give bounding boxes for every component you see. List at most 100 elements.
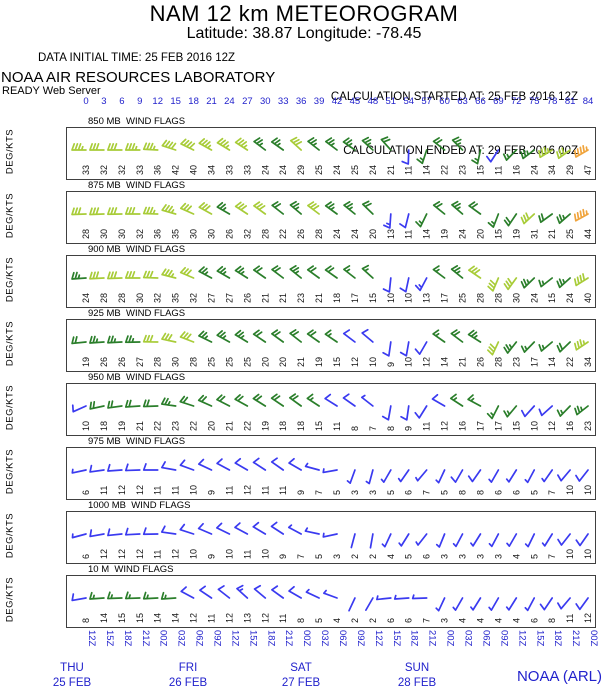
wind-barb <box>431 393 446 407</box>
wind-barb <box>289 136 303 151</box>
wind-barb <box>414 405 428 419</box>
day-name-label: SAT <box>290 662 312 674</box>
day-date-label: 28 FEB <box>398 677 437 689</box>
wind-barb <box>288 457 303 471</box>
panel-box-975mb: 6 11 12 12 11 11 10 9 11 12 11 11 9 7 5 3 3 5 6 7 5 8 8 6 6 5 7 10 1… <box>66 447 596 500</box>
wind-barb <box>450 264 464 279</box>
wind-speed-value: 13 <box>242 613 252 623</box>
wind-speed-value: 12 <box>117 549 127 559</box>
wind-speed-value: 32 <box>117 165 127 175</box>
wind-barb <box>124 271 141 279</box>
wind-barb <box>324 265 338 279</box>
wind-barb <box>234 457 249 471</box>
wind-speed-value: 21 <box>314 293 324 303</box>
wind-barb <box>71 533 87 539</box>
wind-barb <box>236 584 249 599</box>
wind-barb <box>399 213 410 229</box>
wind-barb <box>287 524 303 535</box>
wind-speed-value: 24 <box>529 165 539 175</box>
wind-barb <box>467 394 482 407</box>
wind-speed-value: 10 <box>81 421 91 431</box>
panel-box-925mb: 19 26 26 27 28 30 28 25 25 25 20 20 21 19 15 12 10 9 10 12 1… <box>66 319 596 372</box>
wind-speed-value: 6 <box>493 490 503 495</box>
wind-barb <box>520 149 536 160</box>
wind-speed-value: 28 <box>189 357 199 367</box>
wind-speed-value: 23 <box>296 293 306 303</box>
wind-speed-value: 12 <box>117 485 127 495</box>
wind-barb <box>520 341 536 353</box>
wind-speed-value: 11 <box>565 614 575 623</box>
wind-speed-value: 2 <box>350 554 360 559</box>
wind-speed-value: 10 <box>565 485 575 495</box>
wind-speed-value: 8 <box>458 490 468 495</box>
y-axis-label: DEG/KTS <box>4 384 16 431</box>
y-axis-label: DEG/KTS <box>4 320 16 367</box>
wind-barb <box>252 393 267 407</box>
wind-speed-value: 8 <box>547 618 557 623</box>
wind-speed-value: 32 <box>189 293 199 303</box>
forecast-hour-label: 84 <box>582 96 594 107</box>
wind-barb <box>199 585 213 599</box>
wind-speed-value: 11 <box>422 422 432 431</box>
wind-barb <box>343 200 356 215</box>
wind-barb <box>556 341 571 353</box>
time-tick-label: 12Z <box>516 630 527 647</box>
wind-barb <box>89 591 105 600</box>
day-date-label: 26 FEB <box>169 677 208 689</box>
wind-speed-value: 26 <box>117 357 127 367</box>
forecast-hour-label: 36 <box>295 96 307 107</box>
wind-barb <box>556 147 571 160</box>
wind-speed-value: 7 <box>368 426 378 431</box>
wind-barb <box>160 397 177 407</box>
wind-speed-value: 5 <box>332 490 342 495</box>
wind-speed-value: 35 <box>171 229 181 239</box>
wind-barb <box>252 457 267 471</box>
time-tick-label: 00Z <box>588 630 599 647</box>
wind-barb <box>556 277 571 289</box>
wind-barb <box>520 212 536 225</box>
wind-barb <box>142 334 159 343</box>
panel-plot-950mb: 10 18 19 21 22 23 22 20 21 22 19 18 18 15 11 8 7 8 9 11 12 16… <box>71 393 593 431</box>
wind-speed-value: 4 <box>511 554 521 559</box>
panel-label-1000mb: 1000 MB WIND FLAGS <box>88 500 191 511</box>
wind-speed-value: 11 <box>260 486 270 495</box>
wind-speed-value: 32 <box>242 229 252 239</box>
forecast-hour-label: 42 <box>331 96 343 107</box>
forecast-hour-label: 39 <box>313 96 325 107</box>
panel-plot-875mb: 28 30 30 32 36 35 30 30 26 32 28 22 26 28 24 24 20 13 11 14… <box>71 200 593 239</box>
wind-barb <box>179 331 195 343</box>
wind-barb <box>486 149 500 163</box>
wind-speed-value: 24 <box>81 293 91 303</box>
wind-barb <box>107 591 123 600</box>
time-tick-label: 12Z <box>86 630 97 647</box>
panel-label-900mb: 900 MB WIND FLAGS <box>88 244 186 255</box>
wind-barb <box>289 329 303 343</box>
wind-barb <box>107 400 123 409</box>
wind-barb <box>198 138 213 151</box>
wind-barb <box>324 329 338 343</box>
wind-barb <box>107 463 123 472</box>
panel-label-850mb: 850 MB WIND FLAGS <box>88 116 186 127</box>
wind-speed-value: 8 <box>350 426 360 431</box>
wind-barb <box>541 533 554 547</box>
time-tick-label: 06Z <box>337 630 348 647</box>
wind-speed-value: 5 <box>314 554 324 559</box>
wind-barb <box>160 591 177 600</box>
time-tick-label: 15Z <box>247 630 258 647</box>
panel-925mb: 925 MB WIND FLAGS DEG/KTS 19 26 26 27 28 30 28 25… <box>0 306 608 372</box>
wind-barb <box>234 329 249 343</box>
wind-barb <box>306 265 320 279</box>
wind-barb <box>361 328 374 343</box>
panel-plot-1000mb: 6 12 12 12 11 12 10 9 10 11 10 9 7 5 3 2 2 4 5 6 3 3 3 3 4 5 7 10 10 <box>71 521 593 559</box>
wind-speed-value: 21 <box>260 293 270 303</box>
wind-barb <box>538 341 554 352</box>
time-tick-label: 12Z <box>373 630 384 647</box>
wind-barb <box>487 277 500 292</box>
wind-speed-value: 10 <box>189 485 199 495</box>
wind-barb <box>574 339 589 351</box>
time-axis: 12Z 15Z 18Z 21Z 00Z 03Z 06Z 09Z 12Z 15Z 18Z 21Z 00Z 0… <box>53 630 599 689</box>
wind-speed-value: 36 <box>153 229 163 239</box>
time-tick-label: 15Z <box>391 630 402 647</box>
wind-speed-value: 9 <box>207 554 217 559</box>
wind-barb <box>538 277 554 288</box>
